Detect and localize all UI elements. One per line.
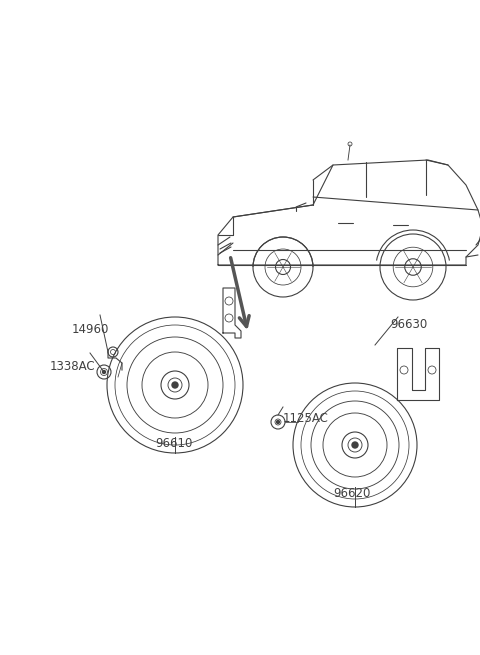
Circle shape [352,442,358,448]
Text: 96630: 96630 [390,318,427,331]
Circle shape [172,382,178,388]
Text: 1125AC: 1125AC [283,412,329,425]
Circle shape [103,371,106,373]
Circle shape [276,421,279,424]
Text: 14960: 14960 [72,323,109,336]
Text: 96620: 96620 [333,487,371,500]
Text: 1338AC: 1338AC [50,360,96,373]
Text: 96610: 96610 [155,437,192,450]
